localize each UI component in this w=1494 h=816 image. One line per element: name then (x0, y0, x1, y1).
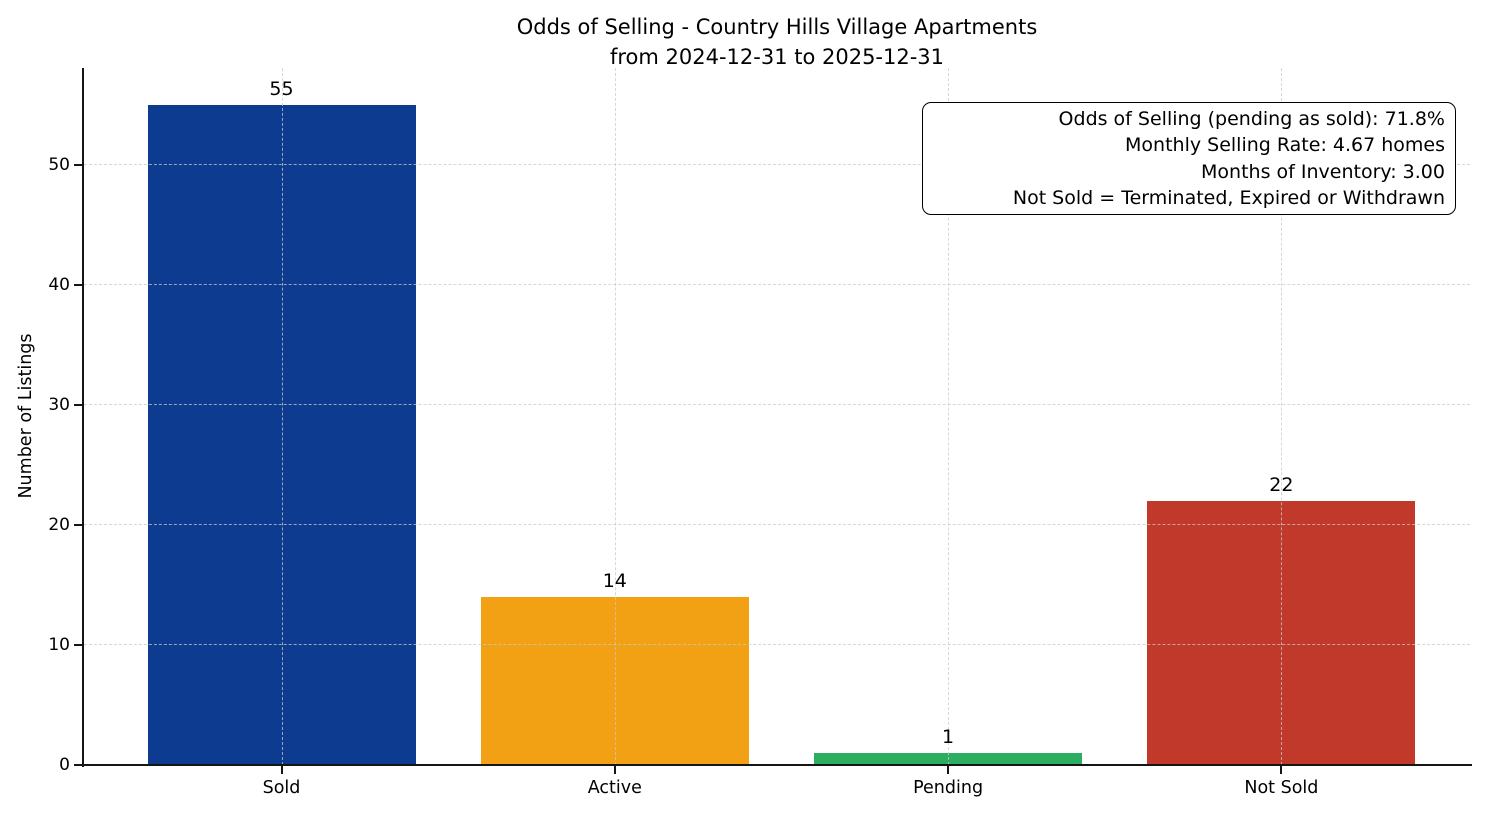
y-tick-mark-10 (74, 644, 82, 646)
stat-not-sold-definition: Not Sold = Terminated, Expired or Withdr… (1012, 186, 1445, 209)
hgridline-y50 (84, 164, 1470, 165)
chart-title-line2: from 2024-12-31 to 2025-12-31 (609, 45, 945, 69)
stat-months-of-inventory: Months of Inventory: 3.00 (1201, 160, 1445, 183)
hgridline-y10 (84, 644, 1470, 645)
bar-value-label-not-sold: 22 (1269, 474, 1294, 496)
hgridline-y40 (84, 284, 1470, 285)
y-axis-spine (82, 68, 84, 767)
y-tick-label-10: 10 (48, 635, 70, 655)
y-tick-label-0: 0 (59, 755, 70, 775)
vgridline-active (614, 68, 616, 765)
chart-title: Odds of Selling - Country Hills Village … (84, 12, 1470, 72)
bar-value-label-sold: 55 (269, 78, 294, 100)
y-tick-mark-20 (74, 524, 82, 526)
y-axis-label: Number of Listings (16, 333, 36, 499)
x-tick-label-active: Active (587, 778, 642, 798)
y-tick-mark-0 (74, 764, 82, 766)
x-tick-mark-sold (280, 766, 283, 774)
hgridline-y30 (84, 404, 1470, 405)
vgridline-pending (948, 68, 950, 765)
y-tick-label-20: 20 (48, 515, 70, 535)
y-tick-label-50: 50 (48, 155, 70, 175)
stat-odds-of-selling: Odds of Selling (pending as sold): 71.8% (1058, 108, 1445, 130)
hgridline-y20 (84, 524, 1470, 525)
y-tick-mark-30 (74, 404, 82, 406)
vgridline-not-sold (1281, 68, 1283, 765)
y-tick-mark-40 (74, 284, 82, 286)
chart-title-line1: Odds of Selling - Country Hills Village … (516, 15, 1038, 39)
y-tick-label-30: 30 (48, 395, 70, 415)
x-axis-spine (82, 764, 1472, 766)
bar-value-label-active: 14 (602, 570, 627, 592)
x-tick-mark-pending (947, 766, 950, 774)
x-tick-label-pending: Pending (913, 778, 984, 798)
vgridline-sold (281, 68, 283, 765)
y-tick-label-40: 40 (48, 275, 70, 295)
x-tick-label-not-sold: Not Sold (1244, 778, 1319, 798)
y-tick-mark-50 (74, 164, 82, 166)
x-tick-label-sold: Sold (262, 778, 301, 798)
bar-value-label-pending: 1 (942, 726, 955, 748)
plot-area: 55 14 1 22 (84, 68, 1470, 765)
x-tick-mark-active (613, 766, 616, 774)
stats-annotation-box: Odds of Selling (pending as sold): 71.8%… (922, 102, 1456, 215)
x-tick-mark-not-sold (1280, 766, 1283, 774)
stat-monthly-selling-rate: Monthly Selling Rate: 4.67 homes (1125, 134, 1445, 157)
